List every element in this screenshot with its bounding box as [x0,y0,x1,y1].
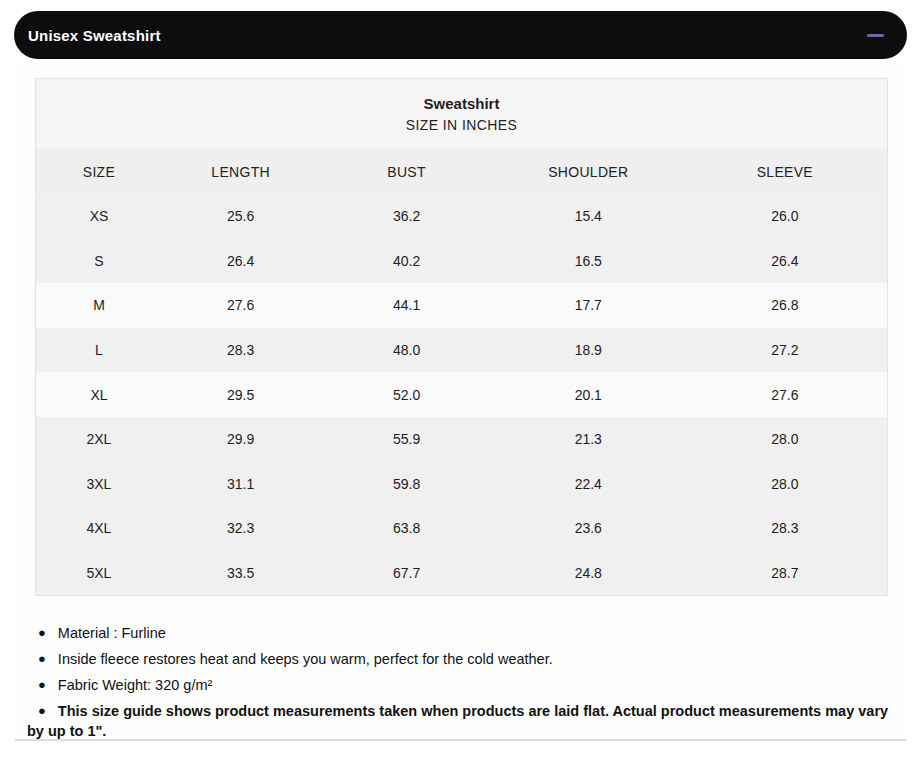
table-cell: 26.8 [683,297,887,313]
bullet-icon: ● [38,701,46,721]
table-cell: 32.3 [162,520,319,536]
table-row: M27.644.117.726.8 [36,283,887,328]
table-cell: 4XL [36,520,162,536]
note-item: ●Material : Furline [27,623,895,643]
table-cell: L [36,342,162,358]
column-header: SLEEVE [683,164,887,180]
bullet-icon: ● [38,675,46,695]
size-guide-panel: Sweatshirt SIZE IN INCHES SIZELENGTHBUST… [15,62,906,741]
table-cell: 55.9 [319,431,493,447]
bullet-icon: ● [38,623,46,643]
table-cell: 27.6 [683,387,887,403]
table-cell: 36.2 [319,208,493,224]
table-row: 3XL31.159.822.428.0 [36,462,887,507]
table-cell: 40.2 [319,253,493,269]
accordion-header[interactable]: Unisex Sweatshirt [14,11,907,59]
table-row: 2XL29.955.921.328.0 [36,417,887,462]
table-cell: 48.0 [319,342,493,358]
table-cell: 5XL [36,565,162,581]
table-row: 5XL33.567.724.828.7 [36,551,887,596]
table-cell: 28.0 [683,431,887,447]
column-header: BUST [319,164,493,180]
table-cell: 25.6 [162,208,319,224]
table-cell: 21.3 [494,431,683,447]
table-cell: 29.5 [162,387,319,403]
product-notes: ●Material : Furline ●Inside fleece restor… [27,623,895,747]
table-cell: XL [36,387,162,403]
table-cell: 27.2 [683,342,887,358]
table-row: L28.348.018.927.2 [36,328,887,373]
table-cell: 33.5 [162,565,319,581]
table-cell: 23.6 [494,520,683,536]
table-cell: 28.7 [683,565,887,581]
table-cell: XS [36,208,162,224]
table-cell: 28.0 [683,476,887,492]
table-row: S26.440.216.526.4 [36,239,887,284]
table-body: XS25.636.215.426.0S26.440.216.526.4M27.6… [36,194,887,595]
accordion-title: Unisex Sweatshirt [28,27,161,44]
table-cell: 44.1 [319,297,493,313]
table-cell: M [36,297,162,313]
table-cell: 15.4 [494,208,683,224]
column-header: SHOULDER [494,164,683,180]
size-chart-table: Sweatshirt SIZE IN INCHES SIZELENGTHBUST… [35,78,888,596]
note-item: ●Inside fleece restores heat and keeps y… [27,649,895,669]
bullet-icon: ● [38,649,46,669]
table-cell: 26.4 [162,253,319,269]
table-cell: 28.3 [683,520,887,536]
table-cell: 52.0 [319,387,493,403]
column-header: LENGTH [162,164,319,180]
note-item: ●Fabric Weight: 320 g/m² [27,675,895,695]
table-cell: 26.4 [683,253,887,269]
table-title-block: Sweatshirt SIZE IN INCHES [36,79,887,149]
column-header: SIZE [36,164,162,180]
table-cell: 27.6 [162,297,319,313]
table-cell: 28.3 [162,342,319,358]
table-cell: 29.9 [162,431,319,447]
minus-icon[interactable] [867,34,884,37]
table-cell: 18.9 [494,342,683,358]
table-cell: 2XL [36,431,162,447]
table-cell: 63.8 [319,520,493,536]
table-cell: 59.8 [319,476,493,492]
table-cell: 26.0 [683,208,887,224]
table-subtitle: SIZE IN INCHES [406,117,517,133]
table-cell: 31.1 [162,476,319,492]
table-cell: 20.1 [494,387,683,403]
table-row: 4XL32.363.823.628.3 [36,506,887,551]
table-title: Sweatshirt [424,95,500,112]
note-item: ●This size guide shows product measureme… [27,701,895,741]
table-row: XL29.552.020.127.6 [36,372,887,417]
table-cell: 17.7 [494,297,683,313]
table-cell: 16.5 [494,253,683,269]
table-cell: 22.4 [494,476,683,492]
table-cell: S [36,253,162,269]
table-row: XS25.636.215.426.0 [36,194,887,239]
table-cell: 24.8 [494,565,683,581]
table-cell: 3XL [36,476,162,492]
table-header-row: SIZELENGTHBUSTSHOULDERSLEEVE [36,149,887,194]
table-cell: 67.7 [319,565,493,581]
